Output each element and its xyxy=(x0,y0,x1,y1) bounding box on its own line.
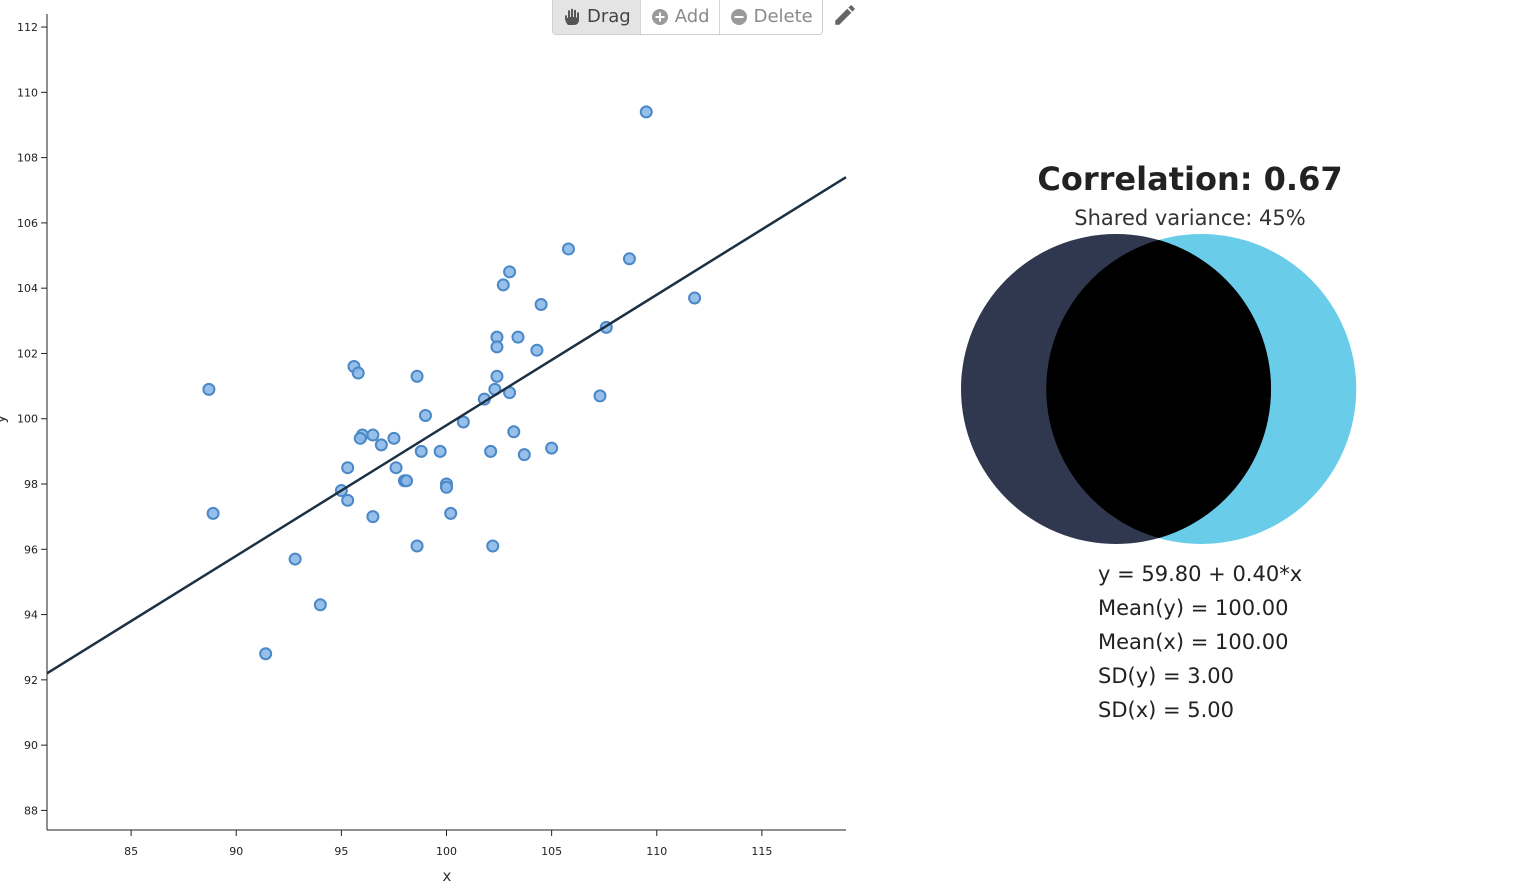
y-tick-label: 100 xyxy=(17,413,38,426)
data-point[interactable] xyxy=(414,444,428,458)
x-tick-label: 85 xyxy=(124,845,138,858)
data-point[interactable] xyxy=(639,105,653,119)
add-tool-label: Add xyxy=(674,6,710,27)
data-point[interactable] xyxy=(206,506,220,520)
regression-equation: y = 59.80 + 0.40*x xyxy=(1098,562,1303,586)
data-point[interactable] xyxy=(374,438,388,452)
sd-y: SD(y) = 3.00 xyxy=(1098,664,1235,688)
data-point[interactable] xyxy=(593,389,607,403)
data-point[interactable] xyxy=(490,340,504,354)
data-point[interactable] xyxy=(484,444,498,458)
y-tick-label: 88 xyxy=(24,804,38,817)
x-tick-label: 100 xyxy=(436,845,457,858)
delete-tool-button[interactable]: Delete xyxy=(720,0,822,34)
delete-tool-label: Delete xyxy=(753,6,813,27)
y-tick-label: 102 xyxy=(17,347,38,360)
y-tick-label: 90 xyxy=(24,739,38,752)
x-tick-label: 95 xyxy=(334,845,348,858)
y-tick-label: 96 xyxy=(24,543,38,556)
data-point[interactable] xyxy=(688,291,702,305)
add-tool-button[interactable]: Add xyxy=(641,0,720,34)
plus-circle-icon xyxy=(651,8,668,25)
regression-line xyxy=(46,176,847,675)
venn-diagram xyxy=(961,234,1357,544)
data-point[interactable] xyxy=(444,506,458,520)
mean-y: Mean(y) = 100.00 xyxy=(1098,596,1289,620)
data-point[interactable] xyxy=(517,448,531,462)
data-point[interactable] xyxy=(341,493,355,507)
hand-icon xyxy=(565,8,579,25)
data-point[interactable] xyxy=(202,382,216,396)
pencil-icon[interactable] xyxy=(832,2,858,28)
data-point[interactable] xyxy=(410,539,424,553)
axes: 88 90 92 94 96 98 100 102 104 106 108 110 112 85 90 95 1… xyxy=(17,14,846,858)
data-point[interactable] xyxy=(433,444,447,458)
data-point[interactable] xyxy=(456,415,470,429)
data-point[interactable] xyxy=(490,369,504,383)
y-axis-label: y xyxy=(0,414,9,423)
data-point[interactable] xyxy=(503,265,517,279)
data-point[interactable] xyxy=(622,252,636,266)
x-tick-label: 90 xyxy=(229,845,243,858)
x-tick-label: 110 xyxy=(646,845,667,858)
data-point[interactable] xyxy=(561,242,575,256)
y-tick-label: 106 xyxy=(17,217,38,230)
data-point[interactable] xyxy=(389,461,403,475)
y-tick-label: 92 xyxy=(24,674,38,687)
regression-line-group xyxy=(46,176,847,675)
y-tick-label: 104 xyxy=(17,282,38,295)
data-point[interactable] xyxy=(259,647,273,661)
mean-x: Mean(x) = 100.00 xyxy=(1098,630,1289,654)
minus-circle-icon xyxy=(730,8,747,25)
y-tick-label: 110 xyxy=(17,86,38,99)
data-point[interactable] xyxy=(534,297,548,311)
data-point[interactable] xyxy=(341,461,355,475)
data-point[interactable] xyxy=(410,369,424,383)
data-point[interactable] xyxy=(288,552,302,566)
drag-tool-button[interactable]: Drag xyxy=(553,0,641,34)
data-point[interactable] xyxy=(486,539,500,553)
y-tick-label: 112 xyxy=(17,21,38,34)
correlation-title: Correlation: 0.67 xyxy=(1037,160,1343,198)
x-tick-label: 115 xyxy=(751,845,772,858)
data-point[interactable] xyxy=(507,425,521,439)
data-point[interactable] xyxy=(366,510,380,524)
sd-x: SD(x) = 5.00 xyxy=(1098,698,1235,722)
plot-toolbar: Drag Add Delete xyxy=(552,0,823,35)
data-point[interactable] xyxy=(418,408,432,422)
drag-tool-label: Drag xyxy=(587,6,631,27)
data-point[interactable] xyxy=(545,441,559,455)
y-tick-label: 108 xyxy=(17,152,38,165)
x-axis-label: x xyxy=(443,867,452,885)
data-point[interactable] xyxy=(351,366,365,380)
shared-variance-label: Shared variance: 45% xyxy=(1074,206,1306,230)
data-point[interactable] xyxy=(366,428,380,442)
data-point[interactable] xyxy=(387,431,401,445)
scatter-plot[interactable]: 88 90 92 94 96 98 100 102 104 106 108 110 112 85 90 95 1… xyxy=(0,0,880,896)
y-tick-label: 98 xyxy=(24,478,38,491)
y-tick-label: 94 xyxy=(24,609,38,622)
x-tick-label: 105 xyxy=(541,845,562,858)
venn-overlap xyxy=(1046,234,1271,544)
data-point[interactable] xyxy=(313,598,327,612)
data-points[interactable] xyxy=(202,105,702,661)
data-point[interactable] xyxy=(440,480,453,494)
data-point[interactable] xyxy=(511,330,525,344)
regression-stats: y = 59.80 + 0.40*x Mean(y) = 100.00 Mean… xyxy=(1098,560,1302,730)
data-point[interactable] xyxy=(353,431,367,445)
data-point[interactable] xyxy=(400,474,414,488)
data-point[interactable] xyxy=(496,278,510,292)
data-point[interactable] xyxy=(530,343,544,357)
